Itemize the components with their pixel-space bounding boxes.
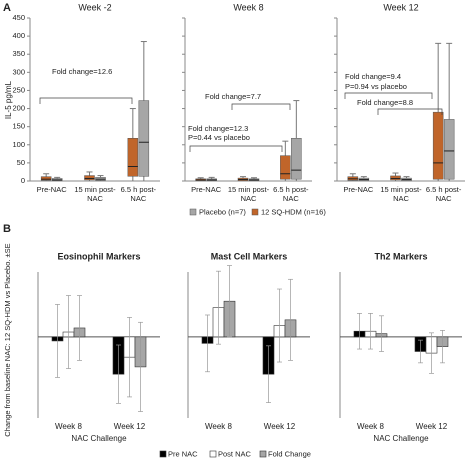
legend-swatch [251, 208, 259, 216]
bracket [39, 97, 133, 104]
legend-label: Placebo (n=7) [199, 207, 246, 216]
box [443, 119, 455, 180]
bracket [189, 145, 283, 152]
y-tick-label: 0 [21, 176, 25, 185]
x-tick-label: 15 min post-NAC [74, 185, 116, 203]
box [138, 100, 150, 177]
y-tick-label: 400 [12, 31, 25, 40]
y-tick-label: 350 [12, 49, 25, 58]
x-tick-label: Week 12 [416, 422, 448, 431]
box [390, 175, 401, 181]
box [84, 175, 95, 181]
x-tick-label: Pre-NAC [343, 185, 374, 194]
subplot-title: Week 8 [233, 2, 263, 12]
x-tick-label: Week 8 [205, 422, 233, 431]
x-tick-label: 15 min post-NAC [380, 185, 422, 203]
y-axis-label: Change from baseline NAC: 12 SQ-HDM vs P… [3, 243, 12, 436]
legend-label: Fold Change [268, 449, 311, 458]
x-axis-label: NAC Challenge [71, 434, 127, 443]
panel-label: B [3, 223, 11, 235]
box [291, 138, 302, 180]
x-tick-label: 6.5 h post-NAC [120, 185, 157, 203]
y-tick-label: 300 [12, 67, 25, 76]
subplot-title: Eosinophil Markers [57, 251, 140, 261]
panel-label: A [3, 2, 11, 14]
x-tick-label: Week 12 [264, 422, 296, 431]
x-tick-label: 6.5 h post-NAC [425, 185, 462, 203]
y-tick-label: 50 [17, 158, 25, 167]
y-tick-label: 100 [12, 140, 25, 149]
x-tick-label: Week 8 [55, 422, 83, 431]
annotation: Fold change=12.6 [52, 67, 112, 76]
x-tick-label: 15 min post-NAC [227, 185, 270, 203]
annotation: P=0.94 vs placebo [345, 82, 407, 91]
box [280, 155, 291, 180]
subplot-title: Week 12 [383, 2, 418, 12]
legend-swatch [259, 450, 267, 458]
legend-swatch [209, 450, 217, 458]
box [127, 138, 139, 177]
legend-label: 12 SQ-HDM (n=16) [261, 207, 326, 216]
legend-label: Pre NAC [168, 449, 198, 458]
annotation: Fold change=7.7 [205, 92, 261, 101]
y-tick-label: 150 [12, 122, 25, 131]
x-tick-label: Pre-NAC [36, 185, 67, 194]
x-tick-label: Week 12 [114, 422, 146, 431]
subplot-title: Th2 Markers [374, 251, 427, 261]
y-tick-label: 200 [12, 104, 25, 113]
y-tick-label: 450 [12, 13, 25, 22]
legend-swatch [159, 450, 167, 458]
x-tick-label: Pre-NAC [191, 185, 222, 194]
subplot-title: Mast Cell Markers [211, 251, 288, 261]
annotation: Fold change=8.8 [357, 98, 413, 107]
x-tick-label: 6.5 h post-NAC [273, 185, 309, 203]
y-axis-label: IL-5 pg/mL [4, 80, 13, 119]
box [432, 111, 444, 180]
bracket [344, 92, 433, 99]
y-tick-label: 250 [12, 85, 25, 94]
box [40, 176, 52, 181]
x-tick-label: Week 8 [357, 422, 385, 431]
legend-label: Post NAC [218, 449, 252, 458]
annotation: Fold change=12.3 [188, 124, 248, 133]
x-axis-label: NAC Challenge [373, 434, 429, 443]
legend-swatch [189, 208, 197, 216]
bracket [377, 108, 443, 115]
bracket [231, 103, 291, 110]
annotation: P=0.44 vs placebo [188, 133, 250, 142]
subplot-title: Week -2 [78, 2, 111, 12]
annotation: Fold change=9.4 [345, 72, 401, 81]
